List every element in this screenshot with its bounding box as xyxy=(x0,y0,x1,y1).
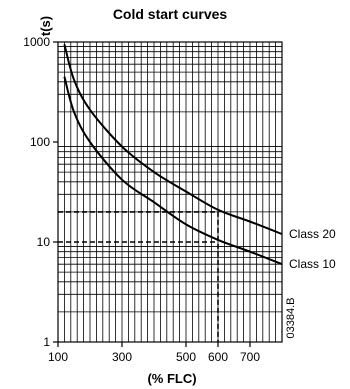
y-tick-label: 100 xyxy=(30,135,50,149)
x-tick-label: 500 xyxy=(176,350,196,364)
curves xyxy=(63,43,283,266)
x-tick-label: 700 xyxy=(240,350,260,364)
tick-labels: 1 10 100 1000 100 300 500 600 700 xyxy=(23,35,260,364)
y-tick-label: 1 xyxy=(43,335,50,349)
series-line-1 xyxy=(63,43,283,236)
y-tick-label: 10 xyxy=(37,235,51,249)
reference-lines xyxy=(58,211,219,342)
series-line-2 xyxy=(63,76,283,266)
plot-frame xyxy=(57,41,283,343)
x-tick-label: 300 xyxy=(112,350,132,364)
image-code: 03384.B xyxy=(285,298,297,339)
x-tick-label: 100 xyxy=(48,350,68,364)
y-tick-label: 1000 xyxy=(23,35,50,49)
series-label-1: Class 20 xyxy=(289,227,336,241)
x-tick-label: 600 xyxy=(208,350,228,364)
series-label-2: Class 10 xyxy=(289,257,336,271)
grid xyxy=(53,41,283,347)
chart-title: Cold start curves xyxy=(113,6,228,22)
series-labels: Class 20 Class 10 xyxy=(289,227,336,271)
y-axis-label: t(s) xyxy=(38,16,53,36)
x-axis-label: (% FLC) xyxy=(147,371,196,386)
